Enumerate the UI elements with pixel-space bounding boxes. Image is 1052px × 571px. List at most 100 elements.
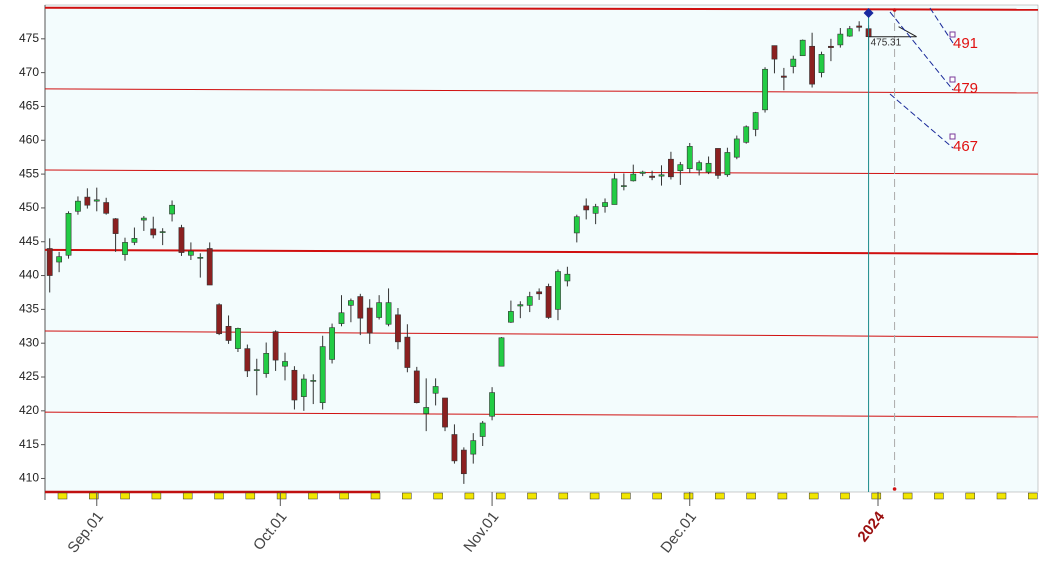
candle-body <box>752 112 759 130</box>
candle-body <box>103 202 110 214</box>
candle-body <box>432 386 439 394</box>
time-marker <box>683 492 694 500</box>
candle-body <box>733 138 740 158</box>
time-marker <box>589 492 600 500</box>
candle-body <box>178 227 185 253</box>
reference-line <box>44 169 1039 175</box>
projection-line <box>889 11 954 91</box>
time-marker <box>182 492 193 500</box>
candle-body <box>799 39 806 57</box>
time-marker <box>652 492 662 500</box>
time-marker <box>527 492 537 500</box>
candle-body <box>348 300 354 306</box>
time-marker <box>308 492 318 500</box>
time-marker <box>558 492 569 500</box>
candle-body <box>809 45 815 85</box>
candle-body <box>75 200 81 212</box>
candle-body <box>188 250 194 256</box>
annotation-line <box>898 26 917 38</box>
future-dot <box>892 8 897 12</box>
time-marker <box>339 492 349 500</box>
reference-line <box>44 411 1039 418</box>
candle-body <box>357 296 364 319</box>
candle-body <box>602 202 608 207</box>
time-marker <box>276 492 287 500</box>
time-marker <box>871 492 882 500</box>
candle-body <box>545 286 552 318</box>
reference-line <box>44 6 1039 11</box>
x-tick-label: Nov.01 <box>460 508 502 555</box>
candle-body <box>705 162 712 173</box>
candle-body <box>790 58 797 67</box>
candle-body <box>573 216 580 234</box>
y-tick-label: 415 <box>19 437 39 451</box>
candle-body <box>112 218 119 234</box>
time-marker <box>746 492 756 500</box>
y-tick-label: 425 <box>19 369 39 383</box>
time-marker <box>245 492 256 500</box>
candle-body <box>771 45 778 60</box>
candle-body <box>470 440 477 455</box>
candle-body <box>404 336 411 368</box>
candle-body <box>780 75 787 78</box>
candle-body <box>65 213 72 256</box>
candle-body <box>169 204 175 215</box>
y-tick-label: 445 <box>19 234 39 248</box>
candle-body <box>385 302 392 325</box>
candle-body <box>319 346 326 404</box>
time-marker <box>808 492 819 500</box>
candle-body <box>592 206 599 214</box>
time-marker <box>495 492 506 500</box>
last-price-label: 475.31 <box>871 37 902 48</box>
candle-body <box>639 171 646 174</box>
x-tick-label: 2024 <box>854 508 888 545</box>
projection-label: 479 <box>953 80 978 97</box>
candle-body <box>677 164 684 172</box>
candle-body <box>395 314 401 343</box>
candle-body <box>526 296 533 306</box>
y-tick-label: 410 <box>19 471 39 485</box>
candle-body <box>564 273 571 282</box>
candle-body <box>413 370 420 404</box>
candle-body <box>460 449 467 475</box>
time-marker <box>120 492 130 500</box>
candle-body <box>762 68 768 111</box>
candle-body <box>837 33 844 46</box>
candle-body <box>310 380 317 382</box>
projection-label: 491 <box>953 35 978 52</box>
candle-body <box>216 304 223 335</box>
time-marker <box>370 492 381 500</box>
candle-body <box>122 242 128 255</box>
candle-body <box>423 407 430 414</box>
time-marker <box>464 492 475 500</box>
time-marker <box>1028 492 1038 500</box>
time-marker <box>840 492 850 500</box>
x-tick-label: Sep.01 <box>64 508 107 556</box>
candle-body <box>244 348 251 372</box>
candle-body <box>517 304 524 307</box>
time-marker <box>214 492 224 500</box>
time-marker <box>965 492 975 500</box>
time-marker <box>57 492 68 500</box>
projection-line <box>889 93 954 149</box>
candle-body <box>686 146 693 169</box>
candle-body <box>84 196 91 206</box>
candle-body <box>479 422 486 437</box>
candle-body <box>206 248 213 286</box>
candle-body <box>56 256 63 263</box>
y-tick-label: 455 <box>19 166 39 180</box>
reference-line <box>44 330 1039 338</box>
candle-body <box>856 25 863 28</box>
candle-body <box>93 199 100 202</box>
projection-marker <box>949 31 956 38</box>
y-tick-label: 430 <box>19 335 39 349</box>
candle-body <box>46 248 53 276</box>
candle-body <box>715 148 721 176</box>
time-marker <box>151 492 162 500</box>
candle-body <box>150 228 157 236</box>
candle-body <box>197 256 204 259</box>
reference-line <box>44 88 1039 94</box>
y-tick-label: 420 <box>19 403 39 417</box>
y-tick-label: 475 <box>19 31 39 45</box>
time-marker <box>777 492 788 500</box>
